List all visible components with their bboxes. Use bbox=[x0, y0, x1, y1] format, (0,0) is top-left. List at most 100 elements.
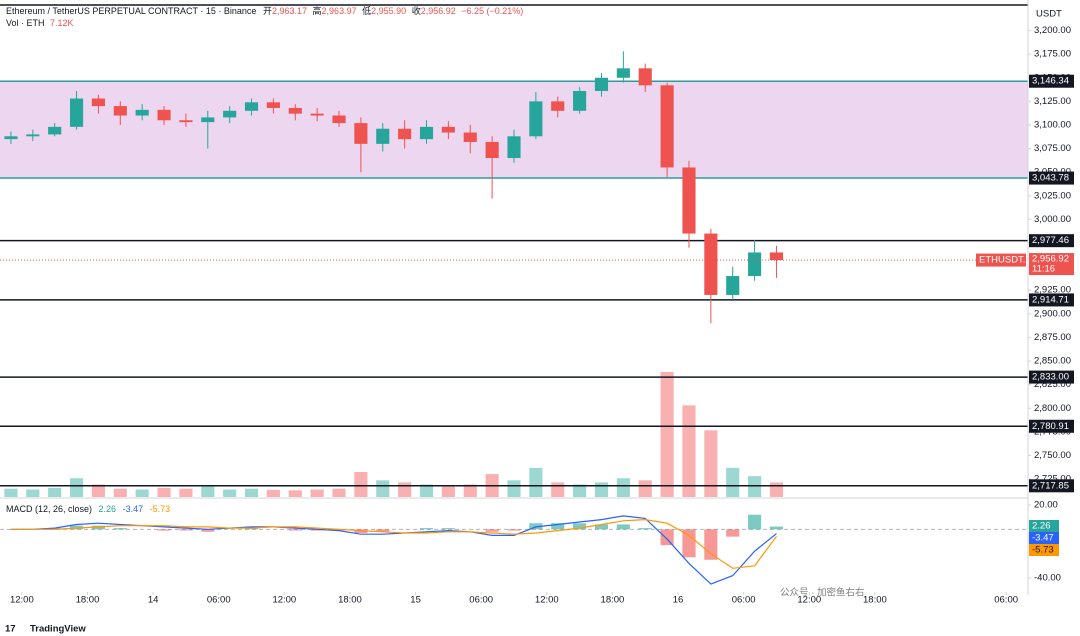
candle-body bbox=[288, 107, 302, 114]
level-label-box bbox=[1029, 74, 1074, 88]
volume-bar bbox=[748, 476, 762, 497]
macd-histogram-bar bbox=[441, 528, 455, 530]
ohlc-key: 低 bbox=[362, 5, 371, 16]
macd-hist-axis-label-box bbox=[1029, 520, 1059, 532]
level-label: 2,914.71 bbox=[1032, 294, 1069, 305]
y-tick-label: 2,850.00 bbox=[1034, 356, 1071, 367]
macd-histogram-bar bbox=[726, 529, 740, 537]
candle-body bbox=[310, 113, 324, 116]
currency: USDT bbox=[1036, 9, 1062, 20]
volume-bar bbox=[354, 472, 368, 497]
plot: 3,200.003,175.003,150.003,125.003,100.00… bbox=[0, 25, 1074, 606]
macd-axis-label: -3.47 bbox=[1032, 533, 1054, 544]
macd-y-tick-label: -40.00 bbox=[1034, 573, 1061, 584]
x-tick-label: 18:00 bbox=[338, 595, 362, 606]
level-label: 2,717.85 bbox=[1032, 480, 1069, 491]
y-tick-label: 3,000.00 bbox=[1034, 214, 1071, 225]
x-tick-label: 12:00 bbox=[535, 595, 559, 606]
last-price-label: 2,956.92 bbox=[1032, 254, 1069, 265]
candle-body bbox=[398, 128, 412, 140]
volume-bar bbox=[244, 488, 259, 497]
candle-body bbox=[682, 167, 696, 234]
macd-histogram-bar bbox=[660, 529, 674, 546]
x-tick-label: 14 bbox=[148, 595, 159, 606]
ohlc-value: 2,963.17 bbox=[272, 6, 307, 16]
volume-legend: Vol · ETH 7.12K bbox=[6, 18, 74, 28]
x-tick-label: 15 bbox=[410, 595, 421, 606]
volume-value: 7.12K bbox=[50, 18, 74, 28]
macd-histogram-bar bbox=[616, 524, 630, 530]
x-tick-label: 06:00 bbox=[732, 595, 756, 606]
y-tick-label: 2,800.00 bbox=[1034, 403, 1071, 414]
macd-histogram-bar bbox=[594, 524, 609, 530]
macd-histogram-bar bbox=[682, 529, 696, 558]
level-label-box bbox=[1029, 370, 1074, 384]
macd-histogram-bar bbox=[704, 529, 718, 560]
macd-histogram-bar bbox=[113, 528, 127, 530]
candle-body bbox=[594, 77, 609, 91]
volume-bar bbox=[594, 482, 609, 497]
candle-body bbox=[48, 126, 62, 135]
x-tick-label: 12:00 bbox=[797, 595, 821, 606]
candle-body bbox=[223, 110, 237, 118]
candle-body bbox=[419, 126, 434, 140]
macd-histogram-bar bbox=[332, 529, 346, 531]
y-tick-label: 3,200.00 bbox=[1034, 25, 1071, 36]
y-tick-label: 2,750.00 bbox=[1034, 450, 1071, 461]
ohlc-value: 2,956.92 bbox=[421, 6, 456, 16]
candle-body bbox=[201, 117, 215, 123]
level-label-box bbox=[1029, 419, 1074, 433]
volume-bar bbox=[266, 489, 280, 497]
level-label: 3,043.78 bbox=[1032, 173, 1069, 184]
ohlc-key: 收 bbox=[412, 5, 421, 16]
candle-body bbox=[244, 102, 259, 111]
macd-histogram-bar bbox=[91, 525, 105, 530]
svg-text:17: 17 bbox=[5, 624, 16, 635]
x-tick-label: 16 bbox=[673, 595, 684, 606]
volume-bar bbox=[638, 480, 652, 497]
ticker-box bbox=[976, 253, 1026, 267]
candle-body bbox=[113, 106, 127, 116]
x-tick-label: 18:00 bbox=[76, 595, 100, 606]
macd-histogram-bar bbox=[288, 529, 302, 531]
y-tick-label: 2,900.00 bbox=[1034, 308, 1071, 319]
volume-bar bbox=[179, 488, 193, 497]
x-tick-label: 06:00 bbox=[207, 595, 231, 606]
y-tick-label: 3,100.00 bbox=[1034, 119, 1071, 130]
macd-hist-value: 2.26 bbox=[99, 504, 117, 514]
volume-bar bbox=[573, 484, 587, 497]
volume-bar bbox=[616, 478, 630, 497]
volume-bar bbox=[201, 486, 215, 497]
macd-value: -3.47 bbox=[123, 504, 144, 514]
candle-body bbox=[573, 90, 587, 111]
candle-body bbox=[376, 128, 390, 144]
candle-body bbox=[507, 136, 521, 159]
macd-histogram-bar bbox=[638, 528, 652, 530]
ohlc-value: 2,963.97 bbox=[322, 6, 357, 16]
signal-value: -5.73 bbox=[150, 504, 171, 514]
candle-body bbox=[463, 132, 477, 142]
macd-histogram-bar bbox=[573, 523, 587, 530]
signal-axis-label: -5.73 bbox=[1032, 545, 1054, 556]
change: −6.25 (−0.21%) bbox=[461, 6, 523, 16]
ticker-label: ETHUSDT.P bbox=[979, 255, 1032, 266]
volume-bar bbox=[69, 478, 84, 497]
volume-bar bbox=[660, 372, 674, 497]
level-label-box bbox=[1029, 234, 1074, 248]
volume-bar bbox=[135, 489, 149, 497]
volume-bar bbox=[682, 405, 696, 497]
volume-bar bbox=[704, 430, 718, 497]
level-label-box bbox=[1029, 479, 1074, 493]
y-tick-label: 2,725.00 bbox=[1034, 474, 1071, 485]
volume-bar bbox=[310, 489, 324, 497]
y-tick-label: 3,025.00 bbox=[1034, 190, 1071, 201]
watermark: 公众号 · 加密鱼右右 bbox=[780, 587, 864, 599]
volume-bar bbox=[507, 480, 521, 497]
header: Ethereum / TetherUS PERPETUAL CONTRACT ·… bbox=[6, 5, 523, 16]
volume-label: Vol · ETH bbox=[6, 18, 45, 28]
volume-bar bbox=[113, 488, 127, 497]
last-price-box bbox=[1029, 253, 1074, 276]
x-tick-label: 12:00 bbox=[10, 595, 34, 606]
macd-histogram-bar bbox=[748, 514, 762, 530]
macd-axis-label-box bbox=[1029, 532, 1059, 544]
